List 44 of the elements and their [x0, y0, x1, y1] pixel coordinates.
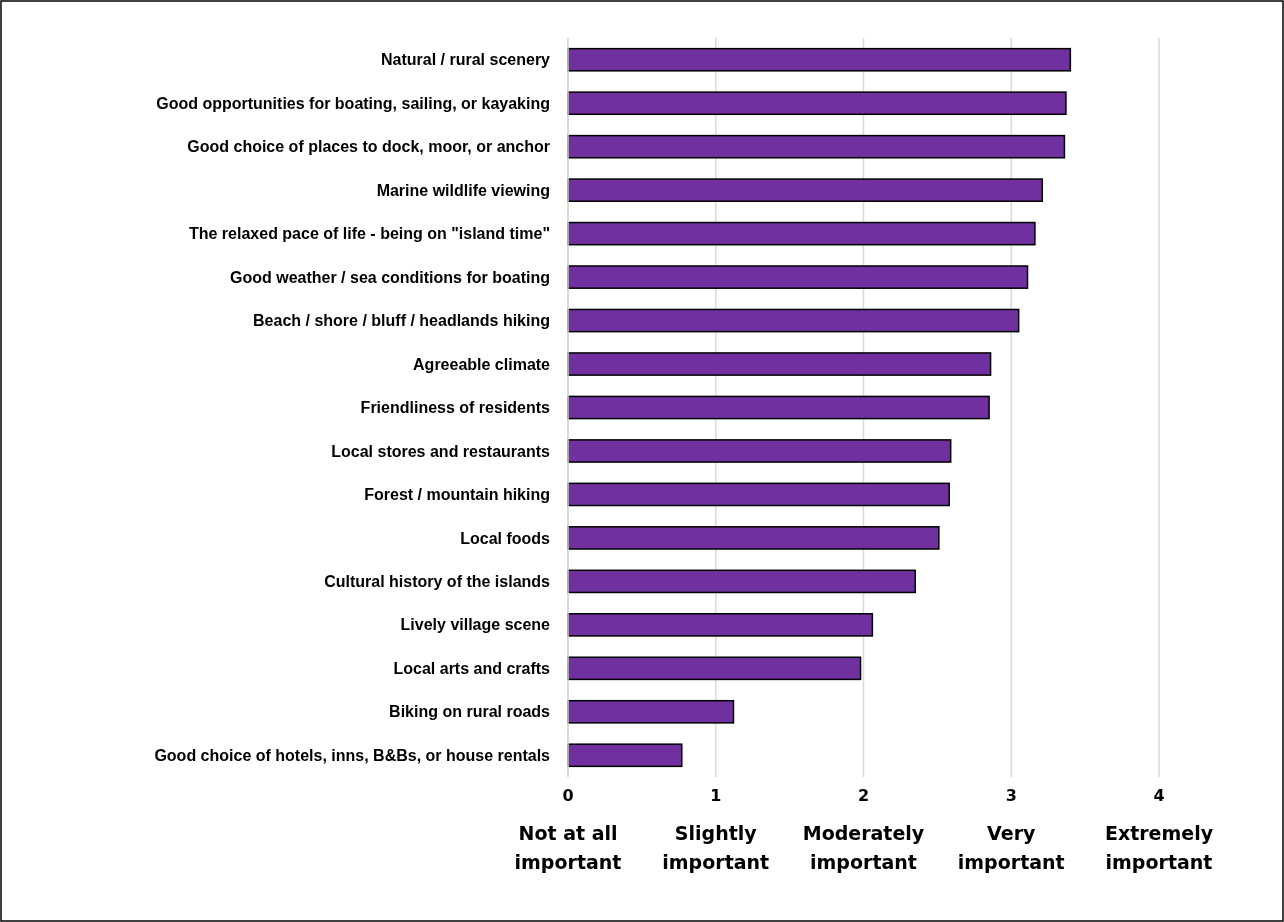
bar [567, 569, 916, 594]
text: Moderately important [802, 822, 925, 873]
bar [567, 439, 952, 463]
bar [567, 134, 1066, 159]
y-tick-label: Friendliness of residents [360, 399, 551, 417]
y-tick-label: Lively village scene [400, 616, 551, 634]
y-tick-label: Good choice of places to dock, moor, or anchor [187, 138, 550, 156]
bar [567, 613, 874, 637]
bar [567, 221, 1036, 246]
x-tick-label: 3 [1005, 786, 1017, 805]
bar [567, 352, 992, 376]
x-tick-label: 1 [710, 786, 722, 805]
y-tick-label: Cultural history of the islands [324, 572, 551, 590]
y-tick-label: Marine wildlife viewing [376, 181, 550, 199]
x-tick-label: 0 [562, 786, 574, 805]
text: Not at all important [514, 822, 622, 873]
y-tick-label: Forest / mountain hiking [364, 486, 550, 504]
bar [567, 743, 683, 768]
bar [567, 91, 1067, 116]
y-tick-label: Local stores and restaurants [331, 442, 551, 460]
bar [567, 178, 1044, 202]
bar [567, 699, 735, 724]
text: Very important [957, 822, 1065, 873]
y-tick-label: Beach / shore / bluff / headlands hiking [253, 312, 550, 330]
y-tick-label: Local arts and crafts [393, 659, 551, 677]
x-tick-label: 4 [1153, 786, 1165, 805]
bar [567, 395, 990, 420]
bar [567, 526, 940, 550]
y-tick-label: Natural / rural scenery [381, 51, 551, 69]
bar [567, 265, 1029, 289]
y-tick-label: Good weather / sea conditions for boating [229, 268, 550, 286]
y-tick-label: Local foods [460, 529, 551, 547]
y-tick-label: Biking on rural roads [389, 703, 551, 721]
bar [567, 47, 1072, 72]
text: Extremely important [1104, 822, 1214, 873]
bar [567, 308, 1020, 333]
text: Slightly important [662, 822, 770, 873]
bar [567, 656, 862, 681]
y-tick-label: The relaxed pace of life - being on "island time" [188, 225, 550, 243]
y-tick-label: Agreeable climate [413, 355, 551, 373]
x-tick-label: 2 [857, 786, 870, 805]
bar [567, 482, 950, 507]
y-tick-label: Good opportunities for boating, sailing, or kayaking [156, 94, 550, 112]
y-tick-label: Good choice of hotels, inns, B&Bs, or house rentals [154, 746, 551, 764]
